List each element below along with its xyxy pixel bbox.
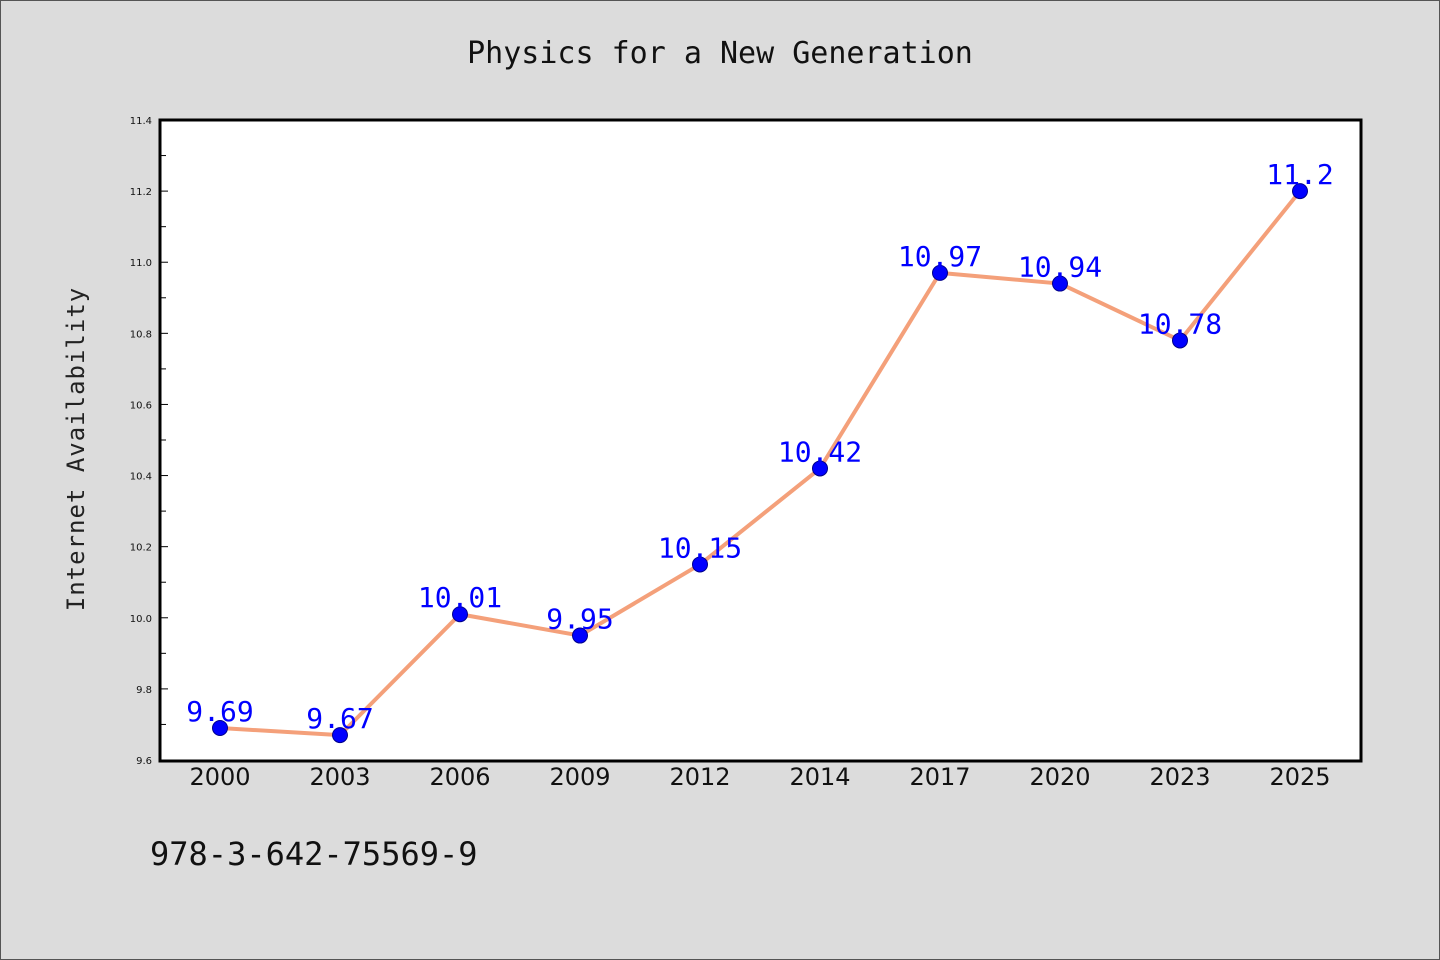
y-tick-label: 10.2 — [130, 543, 152, 554]
x-tick-label: 2009 — [549, 763, 610, 791]
data-point — [1052, 275, 1068, 292]
data-point — [1172, 332, 1188, 349]
x-tick-label: 2017 — [909, 763, 970, 791]
data-label: 9.67 — [306, 702, 373, 735]
chart-title: Physics for a New Generation — [467, 36, 973, 71]
data-point — [1292, 183, 1308, 200]
series-line-group — [212, 183, 1308, 744]
y-axis-label: Internet Availability — [62, 287, 90, 611]
data-point — [692, 556, 708, 573]
x-tick-label: 2003 — [309, 763, 370, 791]
series-line — [219, 189, 1302, 738]
x-tick-label: 2000 — [189, 763, 250, 791]
data-point — [332, 727, 348, 744]
y-tick-label: 10.0 — [130, 614, 152, 625]
data-labels-group: 9.69 9.67 10.01 9.95 10.15 10.42 10.97 10.94 10.… — [186, 158, 1333, 735]
y-tick-label: 10.8 — [130, 329, 152, 340]
data-label: 9.95 — [546, 603, 613, 636]
data-label: 10.15 — [658, 531, 742, 564]
x-tick-label: 2012 — [669, 763, 730, 791]
y-tick-label: 9.8 — [136, 685, 152, 696]
x-tick-label: 2023 — [1149, 763, 1210, 791]
data-label: 10.78 — [1138, 307, 1222, 340]
y-tick-label: 10.6 — [130, 400, 152, 411]
plot-area — [158, 118, 1363, 763]
y-tick-label: 11.4 — [130, 116, 152, 127]
y-tick-label: 9.6 — [136, 756, 152, 767]
x-tick-label: 2014 — [789, 763, 850, 791]
y-tick-label: 11.2 — [130, 187, 152, 198]
x-tick-label: 2006 — [429, 763, 490, 791]
data-point — [452, 606, 468, 623]
data-point — [932, 264, 948, 281]
data-label: 10.42 — [778, 435, 862, 468]
y-axis: 9.6 9.8 10.0 10.2 10.4 10.6 10.8 11.0 11.2 11.4 — [130, 116, 168, 767]
data-label: 11.2 — [1266, 158, 1333, 191]
data-label: 10.97 — [898, 240, 982, 273]
data-label: 10.94 — [1018, 251, 1102, 284]
data-point — [812, 460, 828, 477]
y-tick-label: 10.4 — [130, 472, 152, 483]
x-tick-label: 2025 — [1269, 763, 1330, 791]
isbn-text: 978-3-642-75569-9 — [150, 835, 478, 873]
data-label: 10.01 — [418, 581, 502, 614]
data-label: 9.69 — [186, 695, 253, 728]
data-point — [572, 627, 588, 644]
y-tick-label: 11.0 — [130, 258, 152, 269]
data-point — [212, 720, 228, 736]
x-tick-label: 2020 — [1029, 763, 1090, 791]
x-axis: 2000 2003 2006 2009 2012 2014 2017 2020 2023 2025 — [189, 763, 1330, 791]
